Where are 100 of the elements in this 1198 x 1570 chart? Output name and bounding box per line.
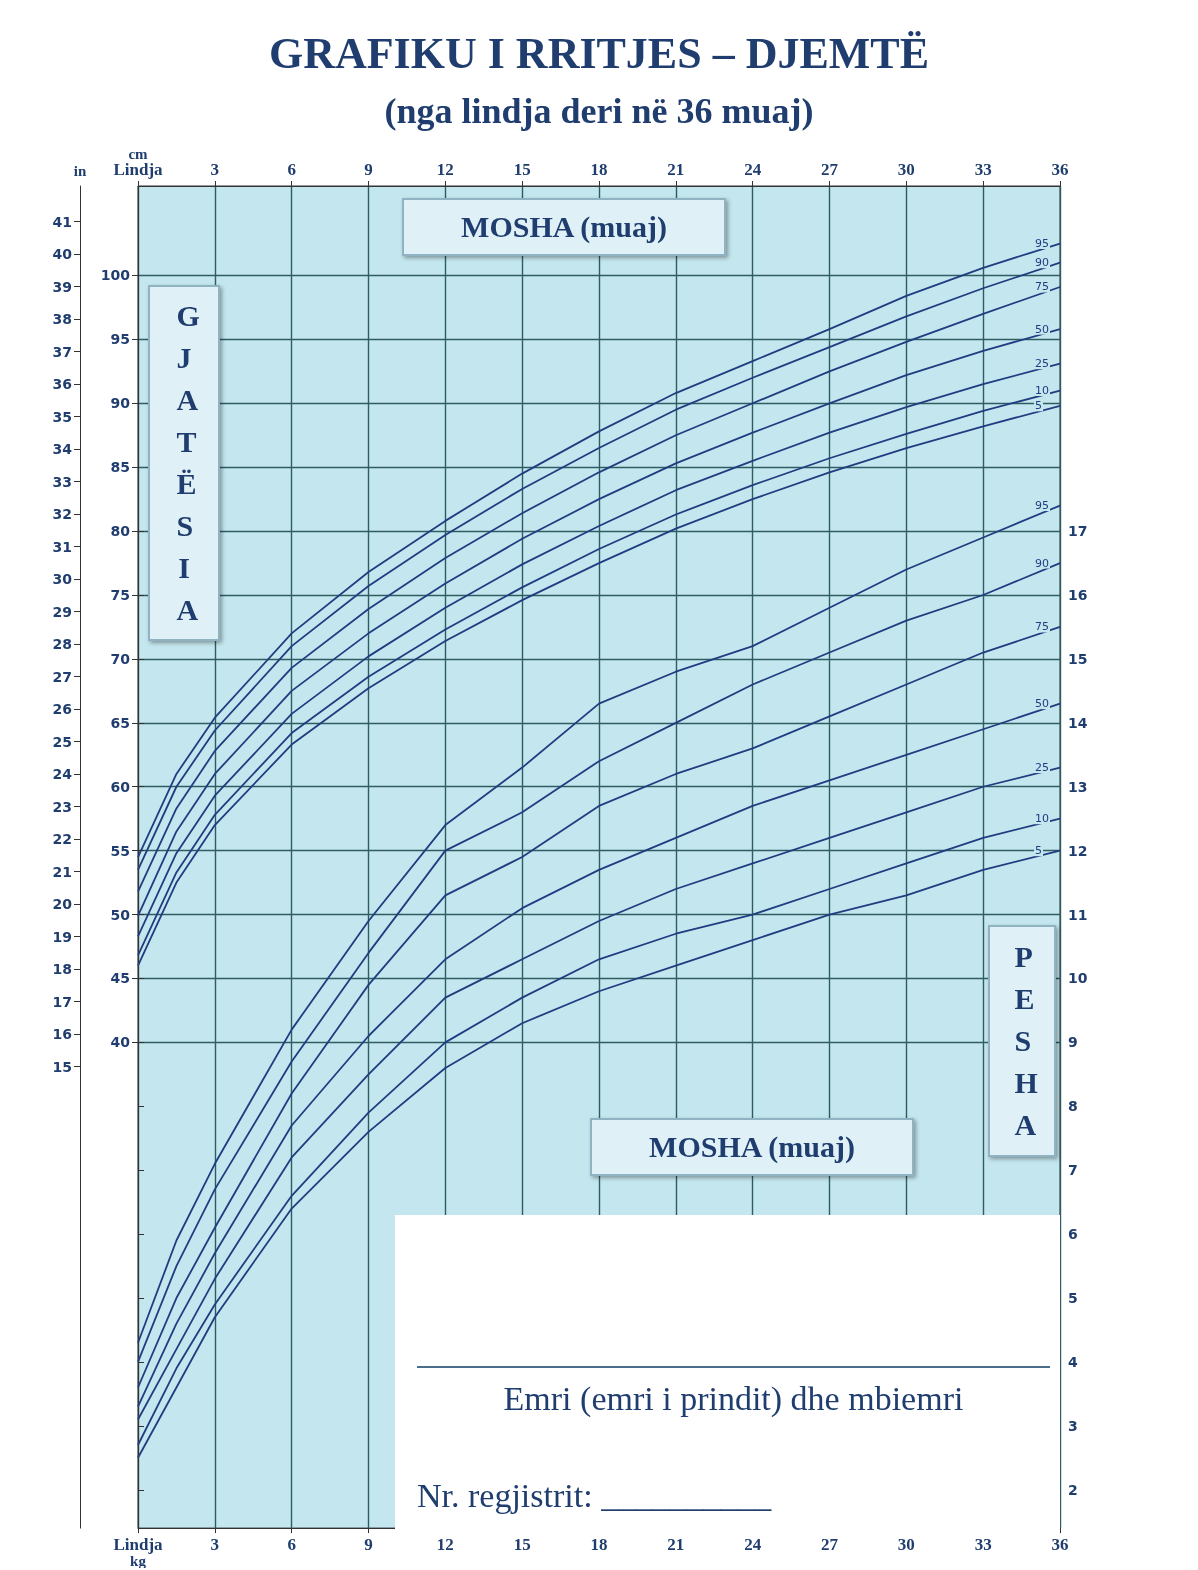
x2-tick-label: 3	[210, 160, 220, 179]
x2-tick-label: 21	[667, 160, 685, 179]
y2-axis-title: PESHA	[1014, 939, 1038, 1143]
y2-tick-label: 13	[1068, 778, 1088, 795]
x-tick-label: 12	[436, 1535, 454, 1555]
x2-tick-label: 24	[744, 160, 762, 179]
series-label: 10	[1035, 384, 1049, 398]
y3-tick-label: 17	[52, 993, 72, 1010]
series-label: 25	[1035, 357, 1049, 371]
label-plate: GJATËSIA	[148, 285, 220, 641]
y3-tick-label: 31	[52, 538, 72, 555]
series-label: 50	[1035, 697, 1049, 711]
y3-tick-label: 15	[52, 1058, 72, 1075]
y2-tick-label: 3	[1068, 1417, 1078, 1434]
x2-tick-label: 30	[897, 160, 915, 179]
y3-tick-label: 29	[52, 603, 72, 620]
y-tick-label: 95	[110, 331, 130, 348]
x-tick-label: 21	[667, 1535, 685, 1555]
x-tick-label: 6	[287, 1535, 296, 1555]
x2-tick-label: 36	[1051, 160, 1069, 179]
y2-tick-label: 16	[1068, 587, 1088, 604]
x2-tick-label: 33	[974, 160, 992, 179]
x2-tick-label: Lindja	[113, 160, 164, 179]
y2-tick-label: 2	[1068, 1481, 1078, 1498]
y3-tick-label: 37	[52, 343, 72, 360]
y-tick-label: 80	[110, 523, 131, 540]
y3-tick-label: 28	[52, 636, 72, 653]
x-tick-label: 33	[974, 1535, 992, 1555]
y-tick-label: 55	[110, 842, 130, 859]
y3-tick-label: 30	[52, 571, 73, 588]
y3-tick-label: 23	[52, 798, 72, 815]
series-label: 10	[1035, 812, 1049, 826]
y3-tick-label: 41	[52, 213, 72, 230]
series-label: 95	[1035, 499, 1049, 513]
y2-tick-label: 8	[1068, 1098, 1078, 1115]
x-tick-label: Lindja	[113, 1535, 164, 1555]
x2-tick-label: 6	[287, 160, 296, 179]
y3-tick-label: 20	[52, 896, 73, 913]
chart-subtitle: (nga lindja deri në 36 muaj)	[384, 91, 814, 131]
y3-tick-label: 32	[52, 506, 72, 523]
x-tick-label: 24	[744, 1535, 762, 1555]
x-tick-label: 27	[821, 1535, 839, 1555]
y2-tick-label: 12	[1068, 842, 1088, 859]
y2-tick-label: 7	[1068, 1162, 1078, 1179]
y-tick-label: 50	[110, 906, 131, 923]
y3-tick-label: 19	[52, 928, 72, 945]
y3-tick-label: 39	[52, 278, 72, 295]
y3-tick-label: 34	[52, 441, 73, 458]
y-tick-label: 75	[110, 587, 130, 604]
y3-tick-label: 40	[52, 246, 73, 263]
series-label: 50	[1035, 322, 1049, 336]
y3-tick-label: 36	[52, 376, 72, 393]
label-plate: PESHA	[988, 925, 1056, 1157]
y3-tick-label: 16	[52, 1026, 72, 1043]
y3-tick-label: 35	[52, 408, 72, 425]
series-label: 25	[1035, 761, 1049, 775]
y2-tick-label: 4	[1068, 1353, 1078, 1370]
text: cm	[128, 145, 149, 162]
series-label: 95	[1035, 237, 1049, 251]
x-tick-label: 15	[513, 1535, 531, 1555]
y2-tick-label: 11	[1068, 906, 1088, 923]
x2-tick-label: 9	[364, 160, 373, 179]
y2-tick-label: 15	[1068, 650, 1088, 667]
x-tick-label: 3	[210, 1535, 220, 1555]
chart-title: GRAFIKU I RRITJES – DJEMTË	[268, 28, 930, 78]
x-tick-label: 30	[897, 1535, 915, 1555]
x2-tick-label: 15	[513, 160, 531, 179]
y3-tick-label: 24	[52, 766, 73, 783]
x2-tick-label: 18	[590, 160, 608, 179]
y3-tick-label: 25	[52, 733, 72, 750]
x-tick-label: 9	[364, 1535, 373, 1555]
annotation: Nr. regjistrit: __________	[417, 1477, 772, 1514]
y2-tick-label: 5	[1068, 1290, 1078, 1307]
text: kg	[130, 1552, 147, 1569]
y-tick-label: 60	[110, 778, 131, 795]
x-tick-label: 36	[1051, 1535, 1069, 1555]
y3-tick-label: 38	[52, 311, 72, 328]
x-tick-label: 18	[590, 1535, 608, 1555]
y3-tick-label: 22	[52, 831, 72, 848]
annotation: Emri (emri i prindit) dhe mbiemri	[503, 1380, 964, 1417]
y2-tick-label: 6	[1068, 1226, 1078, 1243]
y-tick-label: 85	[110, 459, 130, 476]
y2-tick-label: 10	[1068, 970, 1088, 987]
y2-tick-label: 14	[1068, 714, 1088, 731]
y3-tick-label: 26	[52, 701, 72, 718]
y-tick-label: 90	[110, 395, 131, 412]
text: in	[73, 162, 87, 179]
y-axis-title: GJATËSIA	[176, 298, 200, 628]
series-label: 90	[1035, 556, 1049, 570]
y2-tick-label: 9	[1068, 1034, 1078, 1051]
y-tick-label: 40	[110, 1034, 131, 1051]
series-label: 90	[1035, 256, 1049, 270]
y3-tick-label: 18	[52, 961, 72, 978]
y-tick-label: 100	[100, 267, 131, 284]
series-label: 5	[1035, 844, 1042, 858]
series-label: 75	[1035, 280, 1049, 294]
y-tick-label: 45	[110, 970, 130, 987]
series-label: 5	[1035, 399, 1042, 413]
x2-tick-label: 27	[821, 160, 839, 179]
label-plate: MOSHA (muaj)	[590, 1118, 914, 1176]
